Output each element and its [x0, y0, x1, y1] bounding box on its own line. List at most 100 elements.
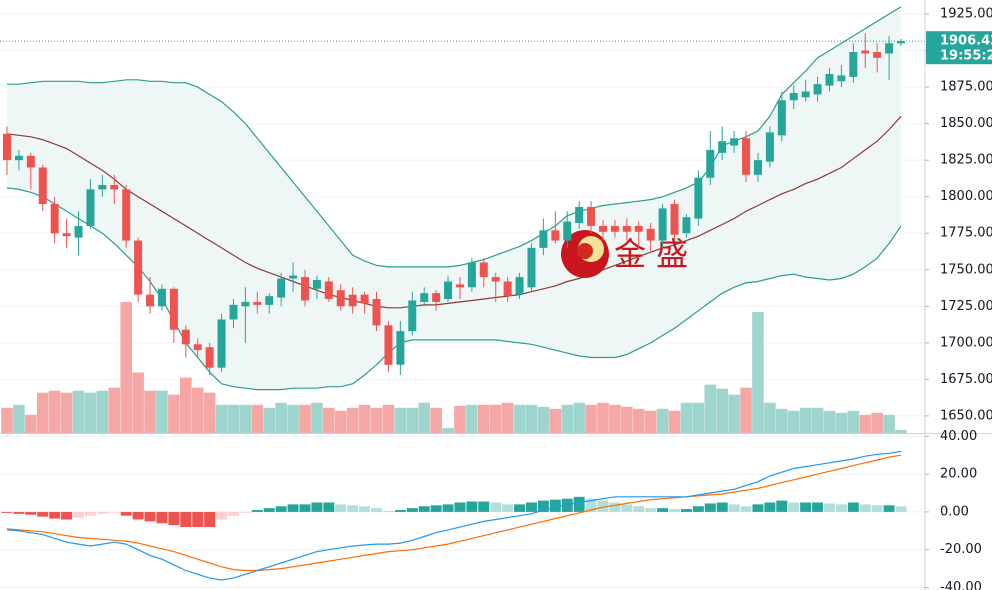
volume-bar	[227, 404, 240, 433]
candle-body	[670, 204, 679, 235]
histogram-bar	[275, 506, 287, 512]
y-tick-label: 1875.00	[940, 80, 992, 95]
y-tick-label: -20.00	[940, 542, 982, 557]
volume-bar	[668, 410, 681, 433]
y-tick-label: 1825.00	[940, 153, 992, 168]
histogram-bar	[335, 504, 347, 512]
y-tick-label: -40.00	[940, 580, 982, 590]
volume-bar	[573, 402, 585, 433]
volume-bar	[764, 402, 776, 433]
last-price-box	[926, 31, 992, 65]
volume-bar	[394, 407, 407, 433]
volume-bar	[799, 407, 812, 433]
volume-bar	[656, 408, 669, 433]
histogram-bar	[227, 511, 239, 516]
countdown-label: 19:55:2	[940, 49, 992, 64]
volume-bar	[168, 394, 180, 433]
volume-bar	[740, 387, 752, 433]
histogram-bar	[108, 511, 120, 513]
candle-body	[265, 296, 274, 305]
volume-bar	[823, 410, 836, 433]
volume-bar	[549, 408, 562, 433]
histogram-bar	[454, 502, 466, 512]
histogram-bar	[669, 509, 681, 512]
histogram-bar	[847, 502, 859, 512]
histogram-bar	[287, 504, 299, 512]
histogram-bar	[299, 504, 311, 512]
volume-bar	[752, 312, 764, 433]
histogram-bar	[382, 510, 394, 512]
histogram-bar	[597, 500, 609, 512]
candle-body	[825, 73, 834, 86]
volume-bar	[609, 404, 621, 433]
histogram-bar	[251, 510, 263, 512]
volume-bar	[787, 410, 800, 433]
histogram-bar	[371, 508, 383, 512]
volume-bar	[287, 404, 299, 433]
histogram-bar	[490, 502, 502, 512]
histogram-bar	[61, 511, 73, 520]
histogram-bar	[895, 506, 907, 512]
histogram-bar	[871, 505, 883, 512]
histogram-bar	[549, 499, 561, 512]
histogram-bar	[204, 511, 216, 528]
candle-body	[753, 160, 762, 175]
histogram-bar	[478, 501, 490, 512]
histogram-bar	[323, 502, 335, 512]
volume-bar	[156, 390, 168, 433]
candle-body	[503, 281, 512, 297]
candle-body	[801, 91, 810, 98]
volume-bar	[704, 384, 717, 433]
histogram-bar	[561, 498, 573, 512]
histogram-bar	[537, 500, 549, 512]
histogram-bar	[621, 504, 633, 512]
candle-body	[205, 347, 214, 368]
histogram-bar	[800, 502, 812, 512]
histogram-bar	[347, 505, 359, 512]
candle-body	[479, 262, 488, 278]
candle-body	[372, 299, 381, 326]
price-axis-bg	[925, 0, 992, 590]
histogram-bar	[585, 498, 597, 512]
candle-body	[777, 100, 786, 136]
volume-bar	[680, 402, 693, 433]
volume-bar	[72, 390, 85, 433]
histogram-bar	[573, 496, 585, 512]
candle-body	[312, 280, 321, 289]
histogram-bar	[13, 511, 25, 514]
candle-body	[229, 304, 238, 320]
volume-bar	[561, 404, 574, 433]
candle-body	[849, 52, 858, 77]
candle-body	[122, 189, 131, 241]
candle-body	[384, 325, 393, 365]
candle-body	[241, 301, 250, 307]
histogram-bar	[84, 511, 96, 516]
y-tick-label: 1675.00	[940, 372, 992, 387]
candle-body	[694, 177, 703, 219]
volume-bar	[728, 394, 740, 433]
volume-bar	[120, 302, 132, 433]
volume-bar	[275, 402, 287, 433]
candle-body	[324, 281, 333, 300]
volume-bar	[859, 414, 872, 433]
volume-bar	[263, 407, 276, 433]
histogram-bar	[788, 502, 800, 512]
volume-bar	[835, 412, 848, 433]
volume-bar	[1, 407, 13, 433]
histogram-bar	[835, 504, 847, 512]
histogram-bar	[418, 506, 430, 512]
logo-core	[577, 243, 593, 259]
volume-bar	[334, 410, 347, 433]
histogram-bar	[740, 506, 752, 512]
candle-body	[26, 155, 35, 168]
histogram-bar	[168, 511, 180, 526]
candle-body	[575, 206, 584, 224]
candle-body	[622, 225, 631, 232]
y-tick-label: 1650.00	[940, 408, 992, 423]
histogram-bar	[25, 511, 37, 515]
volume-bar	[180, 377, 192, 433]
histogram-bar	[692, 506, 704, 512]
volume-bar	[644, 410, 657, 433]
band-fill	[7, 6, 901, 390]
volume-bar	[847, 410, 860, 433]
